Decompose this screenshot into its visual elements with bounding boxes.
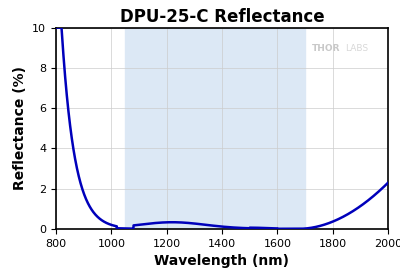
Title: DPU-25-C Reflectance: DPU-25-C Reflectance <box>120 8 324 26</box>
Bar <box>125 28 305 229</box>
Text: THOR: THOR <box>312 44 340 53</box>
X-axis label: Wavelength (nm): Wavelength (nm) <box>154 254 290 268</box>
Y-axis label: Reflectance (%): Reflectance (%) <box>13 66 27 190</box>
Text: LABS: LABS <box>345 44 368 53</box>
